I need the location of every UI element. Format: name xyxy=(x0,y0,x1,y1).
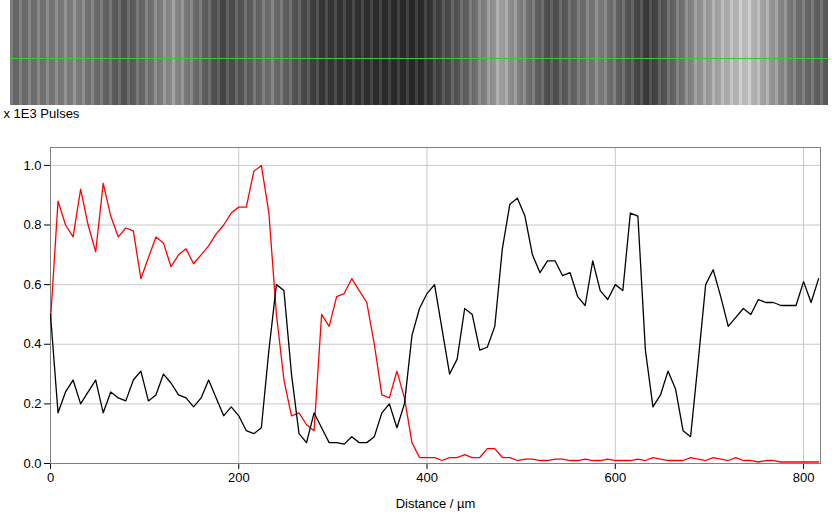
svg-text:400: 400 xyxy=(416,470,438,485)
svg-text:800: 800 xyxy=(793,470,815,485)
svg-text:0: 0 xyxy=(47,470,54,485)
svg-text:1.0: 1.0 xyxy=(23,158,41,173)
svg-text:0.6: 0.6 xyxy=(23,277,41,292)
svg-text:0.4: 0.4 xyxy=(23,336,41,351)
svg-text:0.2: 0.2 xyxy=(23,396,41,411)
svg-text:0.8: 0.8 xyxy=(23,217,41,232)
svg-text:600: 600 xyxy=(604,470,626,485)
svg-text:x 1E3 Pulses: x 1E3 Pulses xyxy=(4,106,80,121)
svg-text:0.0: 0.0 xyxy=(23,456,41,471)
svg-text:200: 200 xyxy=(228,470,250,485)
svg-text:Distance / µm: Distance / µm xyxy=(396,496,476,511)
